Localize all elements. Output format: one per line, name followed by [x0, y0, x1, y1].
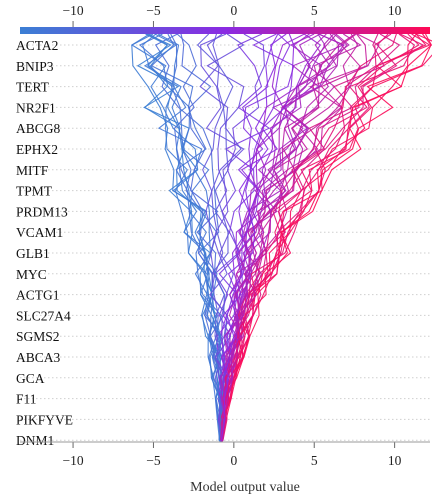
top-tick-label: 0 — [230, 3, 237, 18]
sample-line — [220, 33, 432, 443]
feature-label: GLB1 — [16, 246, 50, 261]
sample-line — [130, 33, 224, 443]
sample-line — [218, 33, 279, 443]
sample-line — [220, 33, 385, 443]
feature-label: MYC — [16, 267, 47, 282]
feature-label: VCAM1 — [16, 225, 63, 240]
bottom-tick-label: 10 — [388, 453, 402, 468]
sample-line — [220, 33, 331, 443]
bottom-tick-label: 0 — [230, 453, 237, 468]
sample-line — [150, 33, 222, 443]
top-tick-label: 5 — [311, 3, 318, 18]
feature-label: F11 — [16, 392, 37, 407]
sample-line — [142, 33, 224, 443]
feature-label: SGMS2 — [16, 329, 60, 344]
feature-label: EPHX2 — [16, 142, 58, 157]
feature-label: ABCG8 — [16, 121, 61, 136]
top-tick-label: 10 — [388, 3, 402, 18]
top-tick-label: −5 — [146, 3, 161, 18]
feature-label: DNM1 — [16, 433, 54, 448]
feature-label: TPMT — [16, 184, 53, 199]
feature-label: SLC27A4 — [16, 308, 71, 323]
top-axis: −10 −5 0 5 10 — [62, 3, 402, 27]
sample-line — [202, 33, 228, 443]
sample-line — [219, 33, 432, 443]
sample-line — [220, 33, 340, 443]
feature-label: PIKFYVE — [16, 412, 73, 427]
feature-label: ABCA3 — [16, 350, 61, 365]
top-color-bar — [20, 27, 430, 34]
sample-line — [219, 33, 397, 443]
sample-line — [138, 33, 222, 443]
sample-line — [219, 33, 417, 443]
sample-line — [220, 33, 295, 443]
sample-line — [219, 33, 401, 443]
sample-line — [219, 33, 322, 443]
top-tick-label: −10 — [62, 3, 83, 18]
feature-label: BNIP3 — [16, 59, 54, 74]
x-axis-title: Model output value — [190, 480, 300, 495]
sample-line — [144, 33, 222, 443]
feature-label: NR2F1 — [16, 100, 56, 115]
feature-labels: ACTA2 BNIP3 TERT NR2F1 ABCG8 EPHX2 MITF TPMT PRD… — [16, 38, 73, 448]
sample-line — [220, 33, 398, 442]
feature-label: TERT — [16, 80, 50, 95]
feature-label: PRDM13 — [16, 204, 68, 219]
bottom-tick-label: 5 — [311, 453, 318, 468]
bottom-axis: −10 −5 0 5 10 — [62, 442, 402, 468]
sample-lines — [130, 33, 432, 443]
feature-label: ACTA2 — [16, 38, 58, 53]
sample-line — [174, 33, 225, 443]
feature-label: GCA — [16, 371, 45, 386]
bottom-tick-label: −5 — [146, 453, 161, 468]
sample-line — [136, 33, 222, 442]
bottom-tick-label: −10 — [62, 453, 83, 468]
feature-label: ACTG1 — [16, 288, 60, 303]
sample-line — [220, 33, 431, 443]
feature-label: MITF — [16, 163, 49, 178]
